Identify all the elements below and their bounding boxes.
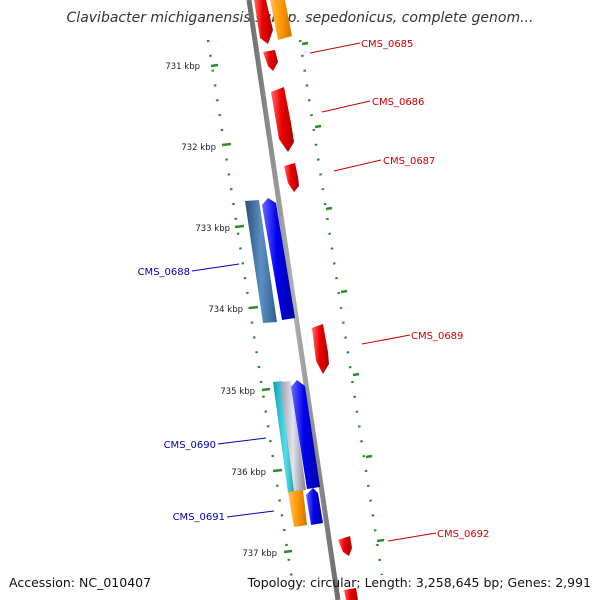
major-tick: [314, 124, 322, 129]
gene-cms-0686-arrow[interactable]: [271, 87, 294, 152]
gene-label-cms-0688[interactable]: CMS_0688: [138, 267, 190, 278]
tick-label: 734 kbp: [208, 305, 243, 315]
leader-line-cms-0686: [321, 100, 371, 113]
accession-text: Accession: NC_010407: [9, 575, 152, 590]
gene-label-cms-0685[interactable]: CMS_0685: [361, 39, 413, 50]
major-tick: [210, 63, 219, 68]
major-tick: [376, 538, 385, 543]
tick-label: 736 kbp: [231, 468, 266, 478]
gene-partial-orange-top[interactable]: [270, 0, 292, 40]
gene-label-cms-0691[interactable]: CMS_0691: [173, 512, 225, 523]
leader-line-cms-0689: [361, 334, 411, 345]
gene-cms-0689-arrow[interactable]: [312, 324, 329, 374]
leader-line-cms-0692: [387, 532, 437, 542]
inner-tick-track: [206, 39, 294, 581]
outer-tick-track: [298, 39, 384, 576]
major-tick: [272, 468, 283, 473]
gene-cms-0688-arrow[interactable]: [262, 198, 295, 320]
gene-partial-red-bottom[interactable]: [344, 588, 358, 600]
major-tick: [234, 224, 245, 229]
gene-cms-0690-arrow[interactable]: [291, 380, 320, 489]
major-tick: [221, 142, 232, 147]
tick-label: 737 kbp: [242, 549, 277, 559]
map-title: Clavibacter michiganensis subsp. sepedon…: [66, 10, 534, 26]
gene-cms-0685-arrow[interactable]: [263, 50, 278, 71]
gene-cms-0691-arrow[interactable]: [306, 488, 323, 525]
major-ticks: [210, 41, 385, 554]
leader-line-cms-0685: [309, 42, 361, 54]
leader-line-cms-0690: [217, 437, 267, 445]
genome-summary-text: Topology: circular; Length: 3,258,645 bp…: [247, 575, 591, 590]
major-tick: [365, 454, 373, 459]
tick-label: 731 kbp: [165, 62, 200, 72]
gene-label-cms-0690[interactable]: CMS_0690: [164, 440, 216, 451]
major-tick: [283, 549, 293, 554]
tick-label: 733 kbp: [195, 224, 230, 234]
tick-label: 735 kbp: [220, 387, 255, 397]
gene-label-cms-0687[interactable]: CMS_0687: [383, 156, 435, 167]
gene-label-cms-0689[interactable]: CMS_0689: [411, 331, 463, 342]
gene-label-cms-0692[interactable]: CMS_0692: [437, 529, 489, 540]
major-tick: [325, 206, 333, 211]
gene-cms-0688-steel-bar[interactable]: [245, 200, 277, 323]
major-tick: [249, 305, 259, 310]
major-tick: [340, 289, 348, 294]
gene-cms-0692-arrow[interactable]: [338, 536, 352, 556]
leader-line-cms-0687: [333, 159, 382, 172]
leader-line-cms-0691: [226, 510, 275, 518]
genome-backbone: [246, 0, 341, 600]
gene-cms-0687-arrow[interactable]: [284, 163, 299, 192]
gene-cms-0691-orange-bar[interactable]: [288, 490, 307, 527]
gene-label-cms-0686[interactable]: CMS_0686: [372, 97, 424, 108]
leader-line-cms-0688: [191, 263, 240, 272]
tick-label: 732 kbp: [181, 143, 216, 153]
gene-cms-0690-grey-bar[interactable]: [280, 381, 306, 491]
major-tick: [301, 41, 309, 46]
major-tick: [352, 372, 360, 377]
major-tick: [261, 387, 271, 392]
gene-partial-red-top[interactable]: [254, 0, 273, 44]
